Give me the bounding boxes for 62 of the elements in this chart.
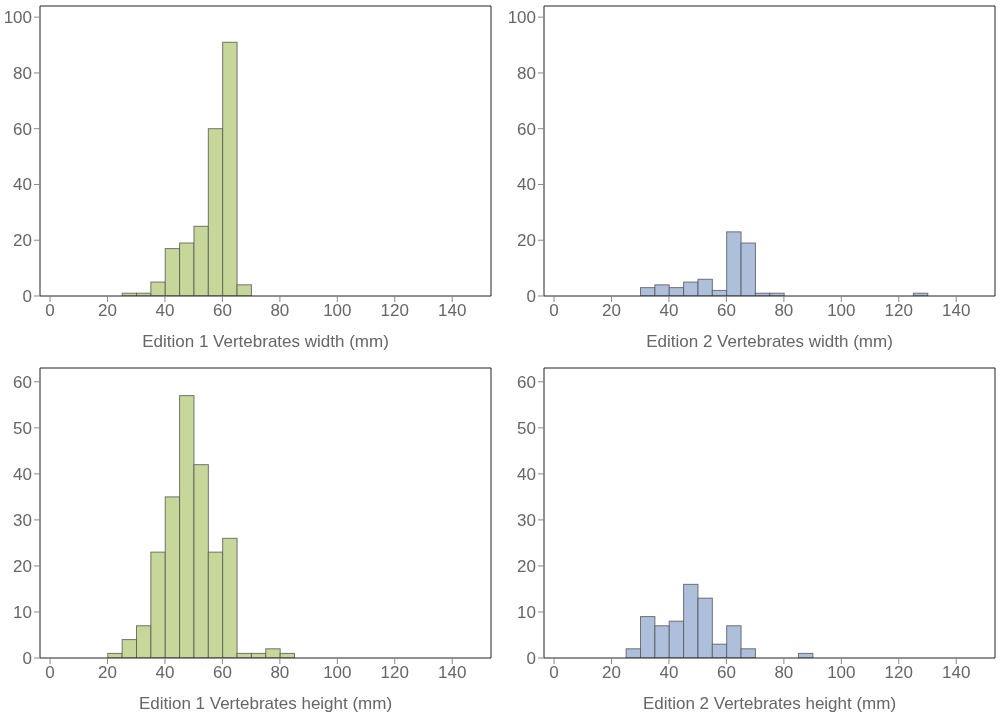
x-tick-label: 40 (155, 301, 175, 321)
x-tick-label: 40 (659, 662, 679, 682)
y-tick-label: 100 (3, 8, 32, 28)
x-tick-label: 120 (884, 662, 913, 682)
x-tick-label: 100 (323, 662, 352, 682)
x-tick-label: 100 (827, 301, 856, 321)
x-tick-label: 140 (438, 662, 467, 682)
y-tick-label: 80 (13, 63, 32, 83)
y-tick-label: 50 (517, 418, 536, 438)
x-tick-label: 0 (45, 662, 55, 682)
y-tick-label: 60 (517, 119, 536, 139)
y-tick-label: 40 (517, 464, 536, 484)
x-tick-label: 80 (270, 301, 290, 321)
x-tick-label: 140 (942, 662, 971, 682)
y-tick-label: 30 (517, 510, 536, 530)
x-tick-label: 120 (380, 301, 409, 321)
x-tick-label: 60 (716, 301, 736, 321)
y-tick-label: 10 (517, 602, 536, 622)
x-tick-label: 120 (884, 301, 913, 321)
x-tick-label: 40 (155, 662, 175, 682)
y-tick-label: 20 (517, 231, 536, 251)
x-tick-label: 20 (98, 301, 117, 321)
x-tick-label: 140 (438, 301, 467, 321)
y-tick-label: 40 (13, 175, 32, 195)
x-tick-label: 60 (212, 301, 232, 321)
y-tick-label: 20 (13, 231, 32, 251)
y-tick-label: 30 (13, 510, 32, 530)
x-axis-title: Edition 1 Vertebrates width (mm) (142, 332, 389, 351)
x-tick-label: 20 (98, 662, 117, 682)
x-tick-label: 80 (270, 662, 290, 682)
y-tick-label: 10 (13, 602, 32, 622)
x-axis-title: Edition 2 Vertebrates height (mm) (642, 693, 897, 713)
y-tick-label: 0 (526, 648, 536, 668)
y-tick-label: 100 (507, 8, 536, 28)
x-tick-label: 20 (602, 301, 621, 321)
y-tick-label: 0 (22, 287, 32, 307)
x-tick-label: 40 (659, 301, 679, 321)
x-tick-label: 140 (942, 301, 971, 321)
y-tick-label: 20 (517, 556, 536, 576)
y-tick-label: 80 (517, 63, 536, 83)
x-tick-label: 0 (549, 662, 559, 682)
y-tick-label: 60 (13, 119, 32, 139)
x-tick-label: 60 (212, 662, 232, 682)
x-tick-label: 100 (827, 662, 856, 682)
x-axis-title: Edition 2 Vertebrates width (mm) (646, 332, 893, 351)
x-tick-label: 80 (774, 662, 794, 682)
y-tick-label: 20 (13, 556, 32, 576)
y-tick-label: 0 (526, 287, 536, 307)
y-tick-label: 40 (13, 464, 32, 484)
y-tick-label: 50 (13, 418, 32, 438)
x-tick-label: 120 (380, 662, 409, 682)
x-axis-title: Edition 1 Vertebrates height (mm) (138, 693, 393, 713)
x-tick-label: 100 (323, 301, 352, 321)
y-tick-label: 60 (13, 372, 32, 392)
x-tick-label: 0 (45, 301, 55, 321)
y-tick-label: 40 (517, 175, 536, 195)
y-tick-label: 0 (22, 648, 32, 668)
x-tick-label: 20 (602, 662, 621, 682)
x-tick-label: 60 (716, 662, 736, 682)
x-tick-label: 80 (774, 301, 794, 321)
x-tick-label: 0 (549, 301, 559, 321)
y-tick-label: 60 (517, 372, 536, 392)
